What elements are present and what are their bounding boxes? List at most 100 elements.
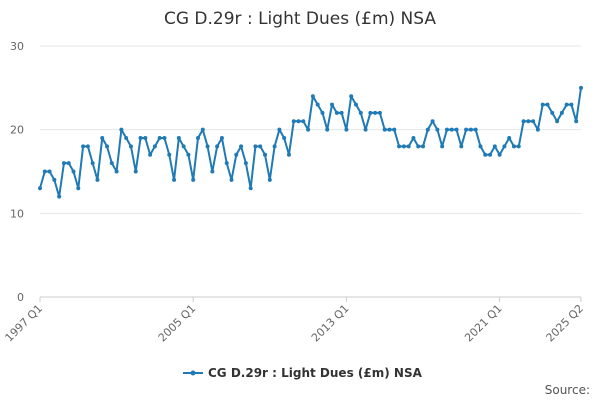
- data-point[interactable]: [239, 144, 244, 149]
- data-point[interactable]: [416, 144, 421, 149]
- data-point[interactable]: [483, 152, 488, 157]
- data-point[interactable]: [38, 186, 42, 191]
- data-point[interactable]: [282, 136, 287, 141]
- data-point[interactable]: [368, 110, 373, 115]
- data-point[interactable]: [133, 169, 138, 174]
- data-point[interactable]: [81, 144, 86, 149]
- data-point[interactable]: [66, 161, 71, 166]
- data-point[interactable]: [219, 136, 224, 141]
- data-point[interactable]: [449, 127, 454, 132]
- data-point[interactable]: [401, 144, 406, 149]
- data-point[interactable]: [210, 169, 215, 174]
- data-point[interactable]: [286, 152, 291, 157]
- data-point[interactable]: [215, 144, 220, 149]
- data-point[interactable]: [516, 144, 521, 149]
- data-point[interactable]: [181, 144, 186, 149]
- data-point[interactable]: [502, 144, 507, 149]
- data-point[interactable]: [128, 144, 133, 149]
- data-point[interactable]: [234, 152, 239, 157]
- data-point[interactable]: [205, 144, 210, 149]
- data-point[interactable]: [248, 186, 253, 191]
- data-point[interactable]: [90, 161, 95, 166]
- data-point[interactable]: [148, 152, 153, 157]
- data-point[interactable]: [511, 144, 516, 149]
- data-point[interactable]: [440, 144, 445, 149]
- data-point[interactable]: [157, 136, 162, 141]
- data-point[interactable]: [263, 152, 268, 157]
- data-point[interactable]: [200, 127, 205, 132]
- data-point[interactable]: [47, 169, 52, 174]
- data-point[interactable]: [579, 85, 583, 90]
- data-point[interactable]: [76, 186, 81, 191]
- data-point[interactable]: [152, 144, 157, 149]
- data-point[interactable]: [162, 136, 167, 141]
- data-point[interactable]: [310, 94, 315, 99]
- data-point[interactable]: [363, 127, 368, 132]
- data-point[interactable]: [306, 127, 311, 132]
- data-point[interactable]: [258, 144, 263, 149]
- data-point[interactable]: [550, 110, 555, 115]
- data-point[interactable]: [569, 102, 574, 107]
- data-point[interactable]: [387, 127, 392, 132]
- data-point[interactable]: [272, 144, 277, 149]
- data-point[interactable]: [320, 110, 325, 115]
- data-point[interactable]: [382, 127, 387, 132]
- data-point[interactable]: [430, 119, 435, 124]
- data-point[interactable]: [468, 127, 473, 132]
- data-point[interactable]: [52, 177, 57, 182]
- data-point[interactable]: [521, 119, 526, 124]
- data-point[interactable]: [555, 119, 560, 124]
- data-point[interactable]: [406, 144, 411, 149]
- data-point[interactable]: [540, 102, 545, 107]
- data-point[interactable]: [109, 161, 114, 166]
- data-point[interactable]: [334, 110, 339, 115]
- data-point[interactable]: [100, 136, 105, 141]
- data-point[interactable]: [459, 144, 464, 149]
- data-point[interactable]: [373, 110, 378, 115]
- data-point[interactable]: [358, 110, 363, 115]
- data-point[interactable]: [124, 136, 129, 141]
- data-point[interactable]: [267, 177, 272, 182]
- data-point[interactable]: [176, 136, 181, 141]
- data-point[interactable]: [191, 177, 196, 182]
- data-point[interactable]: [545, 102, 550, 107]
- data-point[interactable]: [564, 102, 569, 107]
- data-point[interactable]: [377, 110, 382, 115]
- data-point[interactable]: [186, 152, 191, 157]
- data-point[interactable]: [559, 110, 564, 115]
- data-point[interactable]: [229, 177, 234, 182]
- data-point[interactable]: [243, 161, 248, 166]
- data-point[interactable]: [507, 136, 512, 141]
- data-point[interactable]: [330, 102, 335, 107]
- data-point[interactable]: [301, 119, 306, 124]
- data-point[interactable]: [454, 127, 459, 132]
- data-point[interactable]: [411, 136, 416, 141]
- data-point[interactable]: [195, 136, 200, 141]
- data-point[interactable]: [492, 144, 497, 149]
- data-point[interactable]: [425, 127, 430, 132]
- data-point[interactable]: [574, 119, 579, 124]
- data-point[interactable]: [435, 127, 440, 132]
- data-point[interactable]: [315, 102, 320, 107]
- data-point[interactable]: [57, 194, 62, 199]
- data-point[interactable]: [488, 152, 493, 157]
- data-point[interactable]: [143, 136, 148, 141]
- data-point[interactable]: [473, 127, 478, 132]
- data-point[interactable]: [497, 152, 502, 157]
- data-point[interactable]: [42, 169, 47, 174]
- legend[interactable]: CG D.29r : Light Dues (£m) NSA: [183, 366, 423, 380]
- data-point[interactable]: [114, 169, 119, 174]
- data-point[interactable]: [105, 144, 110, 149]
- data-point[interactable]: [526, 119, 531, 124]
- data-point[interactable]: [277, 127, 282, 132]
- data-point[interactable]: [339, 110, 344, 115]
- data-point[interactable]: [167, 152, 172, 157]
- data-point[interactable]: [95, 177, 100, 182]
- data-point[interactable]: [478, 144, 483, 149]
- data-point[interactable]: [421, 144, 426, 149]
- data-point[interactable]: [85, 144, 90, 149]
- data-point[interactable]: [397, 144, 402, 149]
- data-point[interactable]: [535, 127, 540, 132]
- data-point[interactable]: [325, 127, 330, 132]
- data-point[interactable]: [291, 119, 296, 124]
